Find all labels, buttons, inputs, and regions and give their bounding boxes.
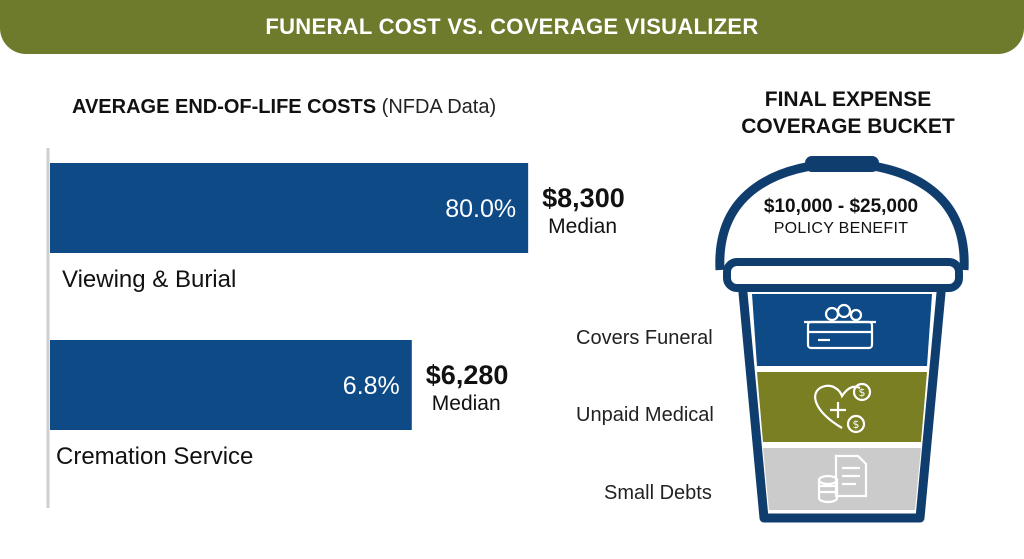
bar-inner-label-1: 6.8% <box>343 372 400 400</box>
bucket-title-line1: FINAL EXPENSE <box>764 88 932 111</box>
bar-value-label-1: $6,280 <box>426 360 509 390</box>
header-banner: FUNERAL COST VS. COVERAGE VISUALIZER <box>0 0 1024 54</box>
policy-benefit: $10,000 - $25,000 POLICY BENEFIT <box>735 196 947 238</box>
bar-value-caption-0: Median <box>548 215 617 238</box>
bucket-handle-grip <box>805 156 879 172</box>
bar-inner-label-0: 80.0% <box>445 195 516 223</box>
chart-subtitle: (NFDA Data) <box>381 96 497 118</box>
chart-heading: AVERAGE END-OF-LIFE COSTS (NFDA Data) <box>72 96 496 119</box>
layer-label-funeral: Covers Funeral <box>576 327 713 349</box>
chart-title: AVERAGE END-OF-LIFE COSTS <box>72 96 377 118</box>
bar-value-caption-1: Median <box>432 392 501 415</box>
bar-value-label-0: $8,300 <box>542 183 625 213</box>
benefit-label: POLICY BENEFIT <box>773 220 909 237</box>
bar-0 <box>50 163 529 253</box>
bucket-rim <box>723 258 963 292</box>
page-title: FUNERAL COST VS. COVERAGE VISUALIZER <box>265 14 759 39</box>
coverage-bucket: $ $ <box>715 156 969 523</box>
bucket-layer-medical <box>757 372 927 442</box>
bar-1 <box>50 340 412 430</box>
category-label-1: Cremation Service <box>56 443 253 470</box>
document-coins-icon <box>817 454 868 504</box>
casket-icon <box>804 303 876 350</box>
heart-medical-dollar-icon: $ $ <box>814 382 872 434</box>
bucket-title-line2: COVERAGE BUCKET <box>741 115 955 138</box>
layer-label-debts: Small Debts <box>604 482 712 504</box>
bucket-title: FINAL EXPENSE COVERAGE BUCKET <box>718 86 978 140</box>
layer-label-medical: Unpaid Medical <box>576 404 714 426</box>
benefit-amount: $10,000 - $25,000 <box>763 196 919 217</box>
bucket-layer-funeral <box>752 294 932 366</box>
svg-text:$: $ <box>859 386 866 399</box>
category-label-0: Viewing & Burial <box>62 266 236 293</box>
svg-text:$: $ <box>853 418 860 431</box>
bucket-layer-debts <box>763 448 921 510</box>
